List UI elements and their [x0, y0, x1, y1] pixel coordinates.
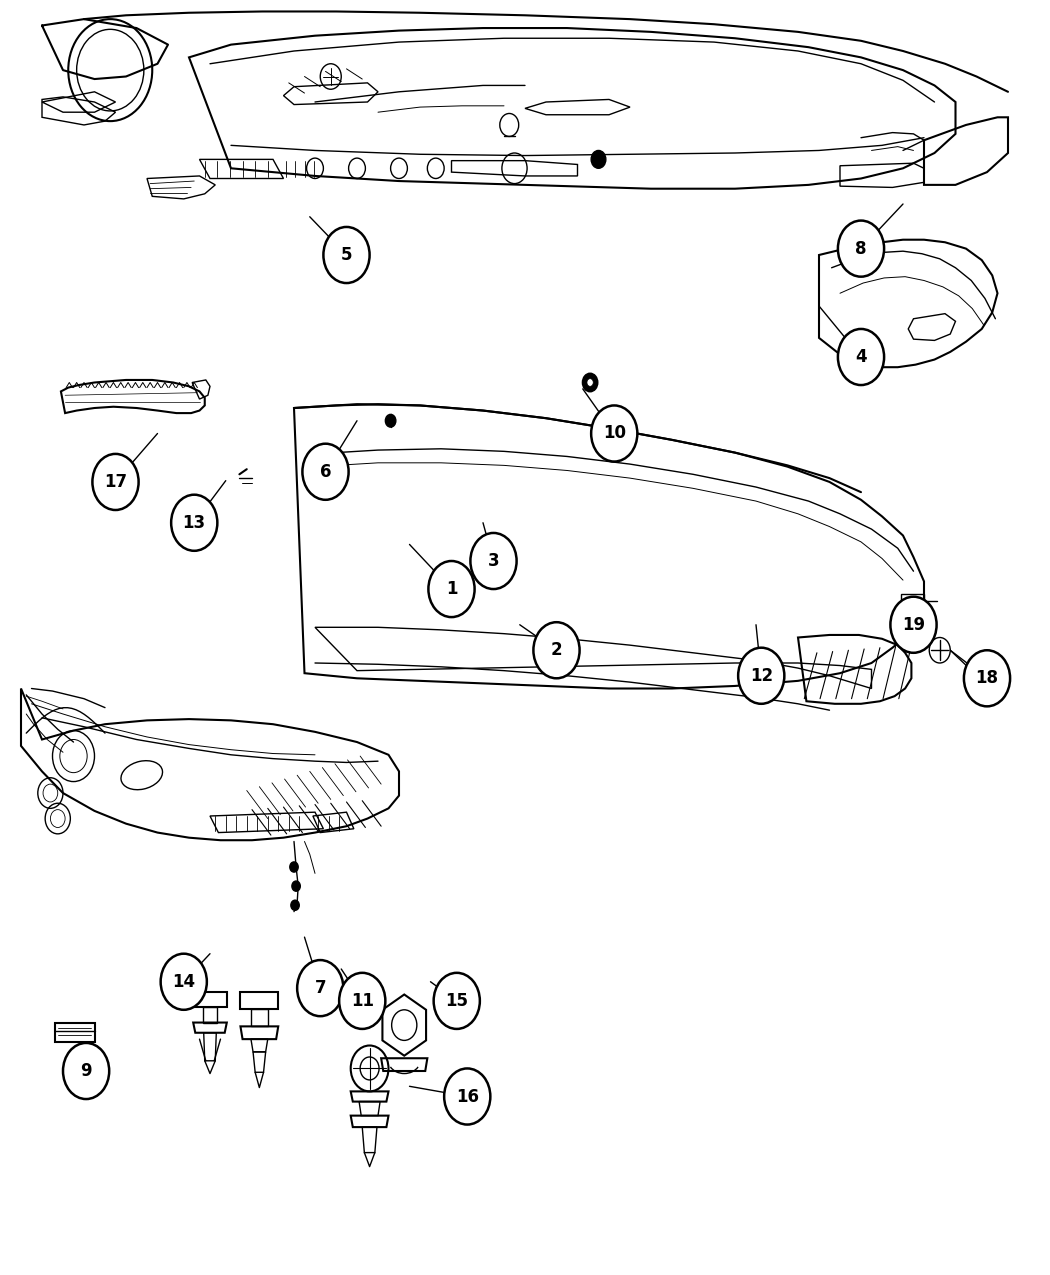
Circle shape — [587, 379, 593, 386]
Text: 17: 17 — [104, 473, 127, 491]
Text: 4: 4 — [855, 348, 867, 366]
Circle shape — [591, 405, 637, 462]
Text: 12: 12 — [750, 667, 773, 685]
Circle shape — [63, 1043, 109, 1099]
Text: 2: 2 — [550, 641, 563, 659]
Circle shape — [533, 622, 580, 678]
Circle shape — [92, 454, 139, 510]
Circle shape — [838, 329, 884, 385]
Circle shape — [890, 597, 937, 653]
Circle shape — [444, 1068, 490, 1125]
Text: 11: 11 — [351, 992, 374, 1010]
Text: 5: 5 — [341, 246, 352, 264]
Circle shape — [591, 150, 606, 168]
Text: 14: 14 — [172, 973, 195, 991]
Circle shape — [434, 973, 480, 1029]
Circle shape — [297, 960, 343, 1016]
Circle shape — [964, 650, 1010, 706]
Text: 13: 13 — [183, 514, 206, 532]
Text: 1: 1 — [446, 580, 457, 598]
Circle shape — [171, 495, 217, 551]
Text: 3: 3 — [487, 552, 500, 570]
Text: 8: 8 — [856, 240, 866, 258]
Circle shape — [290, 862, 298, 872]
Circle shape — [292, 881, 300, 891]
Text: 18: 18 — [975, 669, 999, 687]
Text: 19: 19 — [902, 616, 925, 634]
Circle shape — [470, 533, 517, 589]
Circle shape — [339, 973, 385, 1029]
Circle shape — [838, 221, 884, 277]
Text: 9: 9 — [80, 1062, 92, 1080]
Circle shape — [323, 227, 370, 283]
Circle shape — [291, 900, 299, 910]
Circle shape — [302, 444, 349, 500]
Circle shape — [738, 648, 784, 704]
Circle shape — [428, 561, 475, 617]
Text: 6: 6 — [320, 463, 331, 481]
Circle shape — [161, 954, 207, 1010]
Circle shape — [583, 374, 597, 391]
Text: 10: 10 — [603, 425, 626, 442]
Text: 7: 7 — [314, 979, 327, 997]
Text: 16: 16 — [456, 1088, 479, 1105]
Circle shape — [385, 414, 396, 427]
Text: 15: 15 — [445, 992, 468, 1010]
